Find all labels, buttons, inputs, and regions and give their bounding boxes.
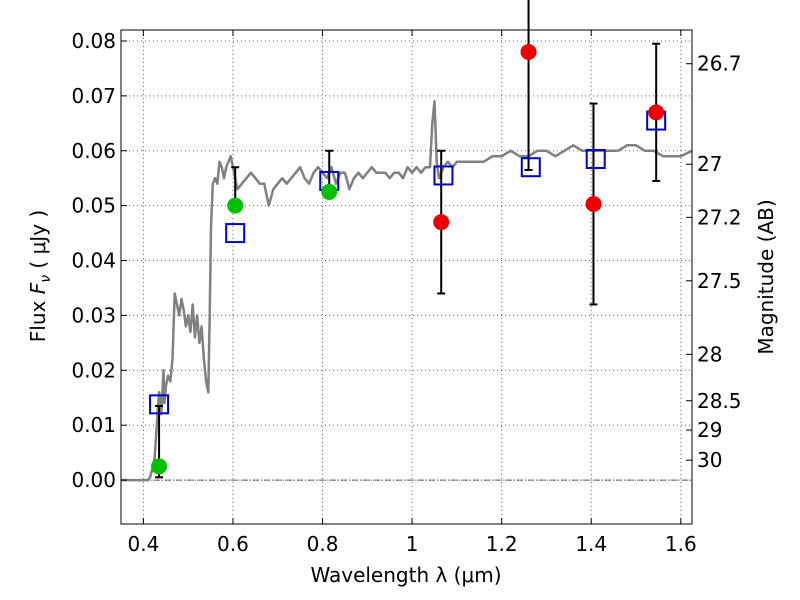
right-tick-label: 30 xyxy=(697,448,722,472)
y-tick-label: 0.02 xyxy=(71,358,116,382)
right-tick-label: 28 xyxy=(697,342,722,366)
axis-ticks: 0.4 0.6 0.8 1 1.2 1.4 1.6 0.00 0.01 0.02 0.03 0.04 0… xyxy=(71,29,741,556)
detection-flux-point xyxy=(227,197,244,214)
y-axis-label-subscript: ν xyxy=(38,275,54,283)
y-tick-label: 0.07 xyxy=(71,84,116,108)
model-photometry-square xyxy=(433,165,454,186)
model-photometry-square xyxy=(520,157,541,178)
x-tick-label: 0.8 xyxy=(307,532,339,556)
model-spectrum-line xyxy=(121,100,693,482)
error-bars xyxy=(155,0,661,479)
x-tick-label: 1.6 xyxy=(665,532,697,556)
x-tick-label: 1 xyxy=(406,532,419,556)
x-tick-label: 0.6 xyxy=(217,532,249,556)
model-photometry-square xyxy=(149,394,170,415)
model-photometry-markers xyxy=(149,110,667,415)
y-axis-label-prefix: Flux xyxy=(26,294,50,342)
x-tick-label: 0.4 xyxy=(127,532,159,556)
low-significance-flux-point xyxy=(648,104,665,121)
right-axis-label: Magnitude (AB) xyxy=(754,199,778,354)
detection-flux-point xyxy=(151,458,168,475)
low-significance-flux-point xyxy=(520,43,537,60)
y-tick-label: 0.04 xyxy=(71,249,116,273)
observed-flux-markers xyxy=(151,43,665,475)
y-tick-label: 0.05 xyxy=(71,194,116,218)
x-axis-label: Wavelength λ (μm) xyxy=(310,563,501,587)
model-photometry-square xyxy=(585,148,606,169)
y-axis-label: Flux Fν ( μJy ) xyxy=(26,210,54,342)
y-tick-label: 0.01 xyxy=(71,413,116,437)
right-tick-label: 26.7 xyxy=(697,52,742,76)
low-significance-flux-point xyxy=(433,214,450,231)
x-tick-label: 1.2 xyxy=(486,532,518,556)
right-tick-label: 28.5 xyxy=(697,389,742,413)
right-tick-label: 27.2 xyxy=(697,205,742,229)
low-significance-flux-point xyxy=(585,195,602,212)
y-tick-label: 0.08 xyxy=(71,29,116,53)
y-axis-label-suffix: ( μJy ) xyxy=(26,210,50,275)
right-tick-label: 27 xyxy=(697,152,722,176)
y-tick-label: 0.03 xyxy=(71,303,116,327)
y-tick-label: 0.00 xyxy=(71,468,116,492)
grid-lines xyxy=(121,30,692,524)
plot-frame xyxy=(120,29,693,525)
detection-flux-point xyxy=(321,183,338,200)
right-tick-label: 27.5 xyxy=(697,269,742,293)
y-tick-label: 0.06 xyxy=(71,139,116,163)
right-tick-label: 29 xyxy=(697,418,722,442)
y-axis-label-symbol: F xyxy=(26,282,50,294)
model-photometry-square xyxy=(225,223,246,244)
x-tick-label: 1.4 xyxy=(575,532,607,556)
